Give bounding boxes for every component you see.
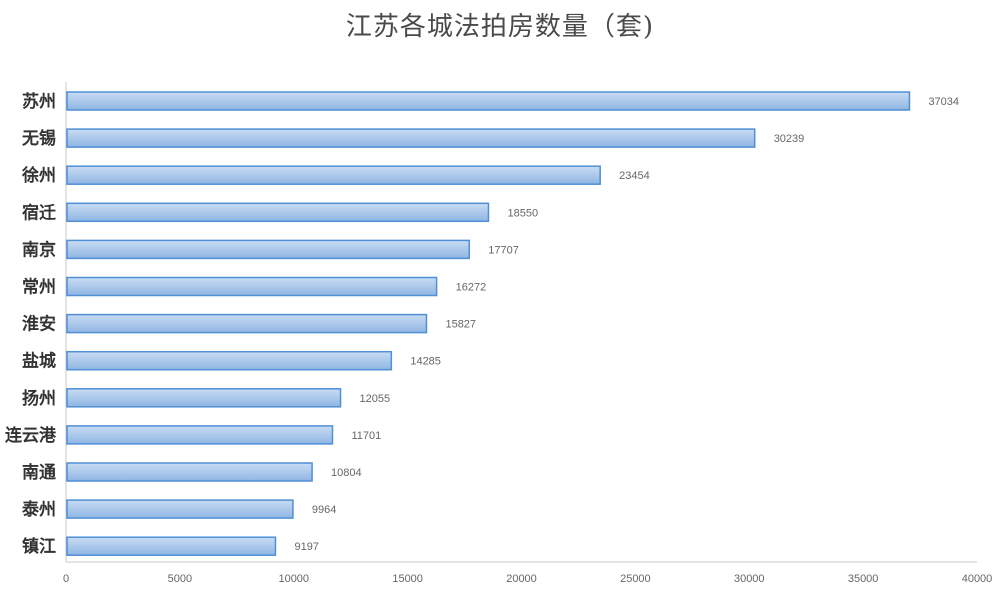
- category-label: 南京: [22, 239, 56, 260]
- value-label: 12055: [360, 393, 391, 405]
- value-label: 23454: [619, 170, 650, 182]
- bar: [66, 239, 471, 260]
- bar: [66, 128, 756, 148]
- x-tick-label: 0: [63, 573, 69, 585]
- value-label: 16272: [456, 282, 487, 294]
- value-label: 9197: [294, 541, 318, 553]
- x-tick-label: 10000: [278, 573, 309, 585]
- category-label: 镇江: [22, 536, 56, 557]
- bar: [66, 462, 313, 482]
- value-label: 37034: [928, 96, 959, 108]
- bar: [66, 536, 277, 556]
- bar: [66, 425, 334, 445]
- value-label: 30239: [774, 133, 805, 145]
- bar: [66, 388, 342, 408]
- value-label: 18550: [507, 207, 538, 219]
- x-tick-label: 30000: [734, 573, 765, 585]
- category-label: 无锡: [21, 128, 56, 149]
- x-tick-label: 15000: [392, 573, 423, 585]
- category-label: 南通: [22, 462, 56, 483]
- category-label: 扬州: [22, 388, 56, 409]
- bar: [66, 202, 490, 223]
- bar: [66, 499, 294, 519]
- category-label: 常州: [22, 277, 56, 298]
- category-label: 淮安: [22, 314, 56, 335]
- value-label: 9964: [312, 504, 336, 516]
- category-label: 泰州: [22, 499, 56, 520]
- x-tick-label: 20000: [506, 573, 537, 585]
- category-label: 盐城: [22, 351, 56, 372]
- bar: [66, 313, 428, 334]
- value-label: 10804: [331, 467, 362, 479]
- bar: [66, 91, 911, 111]
- value-label: 11701: [351, 430, 381, 442]
- value-label: 15827: [445, 319, 476, 331]
- value-label: 14285: [410, 356, 441, 368]
- x-tick-label: 5000: [168, 573, 192, 585]
- category-label: 徐州: [21, 165, 56, 186]
- x-tick-label: 25000: [620, 573, 651, 585]
- x-tick-label: 35000: [848, 573, 879, 585]
- bar: [66, 165, 601, 185]
- bar: [66, 350, 393, 371]
- x-tick-label: 40000: [962, 573, 993, 585]
- chart-title: 江苏各城法拍房数量（套): [345, 12, 655, 42]
- category-label: 苏州: [22, 91, 56, 112]
- value-label: 17707: [488, 244, 519, 256]
- bar: [66, 276, 438, 297]
- category-label: 连云港: [5, 425, 57, 446]
- category-label: 宿迁: [22, 202, 56, 223]
